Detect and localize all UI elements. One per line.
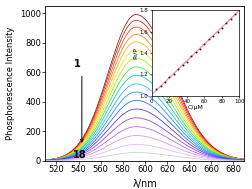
Y-axis label: Phosphorescence Intensity: Phosphorescence Intensity: [6, 26, 15, 140]
Text: 18: 18: [73, 150, 86, 160]
X-axis label: λ/nm: λ/nm: [133, 179, 157, 189]
Text: 1: 1: [74, 59, 81, 69]
